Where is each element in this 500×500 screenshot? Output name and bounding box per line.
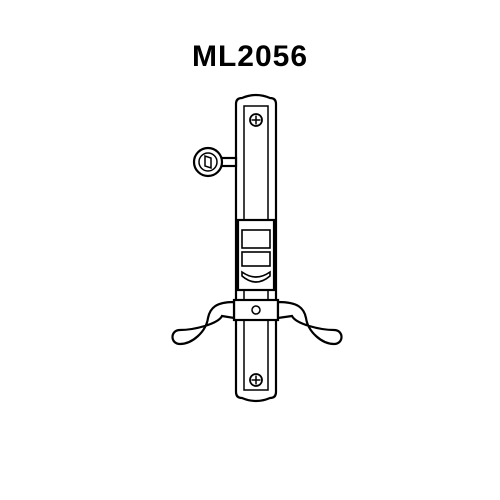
lever-right	[278, 302, 342, 344]
key-cylinder	[194, 148, 222, 176]
lever-hub	[234, 300, 278, 320]
product-model-title: ML2056	[0, 40, 500, 74]
lever-left	[173, 302, 235, 344]
lock-diagram	[130, 90, 370, 430]
